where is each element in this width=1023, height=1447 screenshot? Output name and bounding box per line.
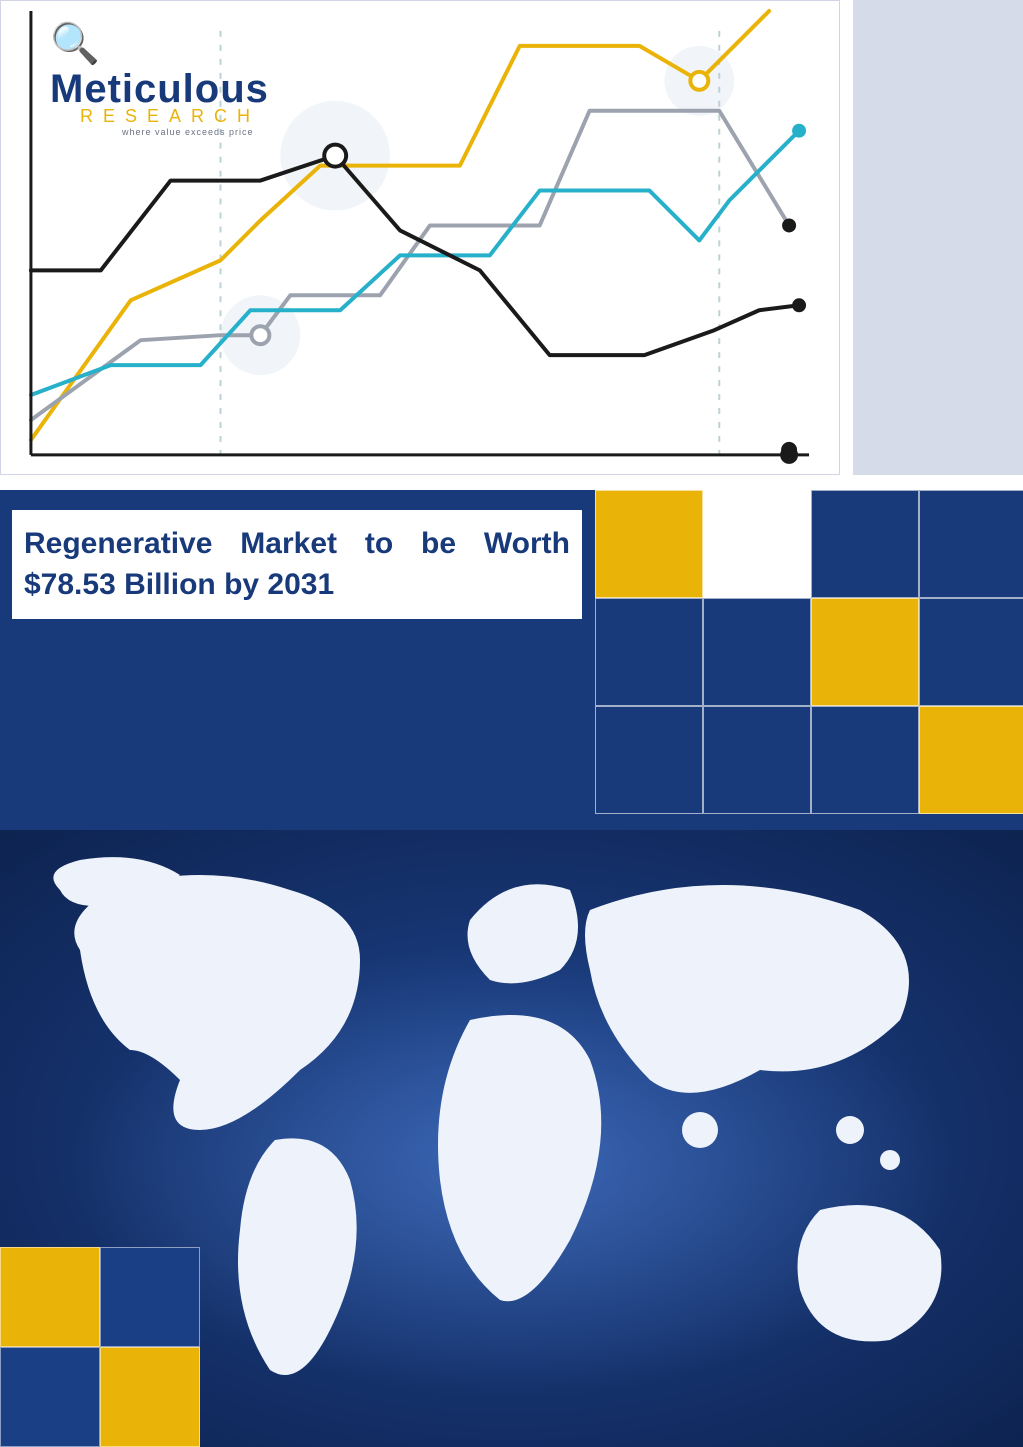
- grid-cell: [811, 706, 919, 814]
- headline-line-1: Regenerative Market to be Worth: [24, 524, 570, 565]
- continent-north-america: [74, 875, 360, 1130]
- grid-cell: [595, 598, 703, 706]
- island-2: [880, 1150, 900, 1170]
- grid-cell: [703, 490, 811, 598]
- brand-name-text: Meticulous: [50, 67, 269, 111]
- island-1: [836, 1116, 864, 1144]
- brand-subname: RESEARCH: [50, 106, 310, 127]
- world-map-panel: [0, 830, 1023, 1447]
- headline-line-2: $78.53 Billion by 2031: [24, 565, 570, 606]
- brand-name: 🔍Meticulous: [50, 20, 310, 112]
- headline-box: Regenerative Market to be Worth $78.53 B…: [12, 510, 582, 619]
- grid-cell: [0, 1247, 100, 1347]
- grid-cell: [703, 598, 811, 706]
- continent-australia: [798, 1205, 942, 1341]
- grid-cell: [919, 706, 1023, 814]
- continent-africa: [438, 1015, 601, 1301]
- grid-cell: [100, 1347, 200, 1447]
- continent-asia: [585, 885, 909, 1093]
- continent-south-america: [238, 1138, 357, 1375]
- brand-tagline: where value exceeds price: [50, 127, 310, 137]
- landmass-india-tip: [682, 1112, 718, 1148]
- grid-cell: [100, 1247, 200, 1347]
- top-right-sidebar: [853, 0, 1023, 475]
- report-cover-page: 🔍Meticulous RESEARCH where value exceeds…: [0, 0, 1023, 1447]
- continent-europe: [468, 884, 579, 983]
- decorative-grid-bottom: [0, 1247, 200, 1447]
- brand-logo: 🔍Meticulous RESEARCH where value exceeds…: [50, 20, 310, 137]
- grid-cell: [703, 706, 811, 814]
- grid-cell: [811, 490, 919, 598]
- magnifier-icon: 🔍: [50, 22, 101, 66]
- grid-cell: [595, 490, 703, 598]
- grid-cell: [811, 598, 919, 706]
- grid-cell: [0, 1347, 100, 1447]
- grid-cell: [919, 598, 1023, 706]
- grid-cell: [595, 706, 703, 814]
- grid-cell: [919, 490, 1023, 598]
